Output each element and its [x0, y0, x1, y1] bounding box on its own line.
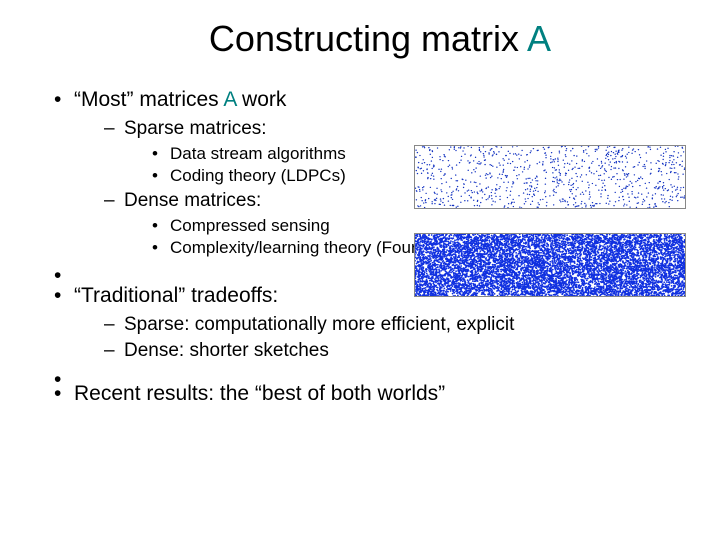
most-prefix: “Most” matrices [74, 88, 223, 111]
slide: Constructing matrix A “Most” matrices A … [0, 0, 720, 432]
sparse-label: Sparse matrices: [124, 118, 267, 139]
most-suffix: work [236, 88, 286, 111]
tradeoff2: Dense: shorter sketches [104, 340, 690, 362]
slide-title: Constructing matrix A [70, 18, 690, 60]
title-accent: A [527, 18, 551, 59]
tradeoff1: Sparse: computationally more efficient, … [104, 314, 690, 336]
dense-matrix-graphic [414, 233, 686, 297]
tradeoffs-label: “Traditional” tradeoffs: [74, 284, 278, 307]
spacer [54, 368, 690, 376]
tradeoffs-sublist: Sparse: computationally more efficient, … [74, 314, 690, 362]
bullet-recent: Recent results: the “best of both worlds… [54, 382, 690, 406]
title-text: Constructing matrix [209, 18, 527, 59]
sparse-matrix-graphic [414, 145, 686, 209]
most-accent: A [223, 88, 236, 111]
dense-label: Dense matrices: [124, 190, 261, 211]
